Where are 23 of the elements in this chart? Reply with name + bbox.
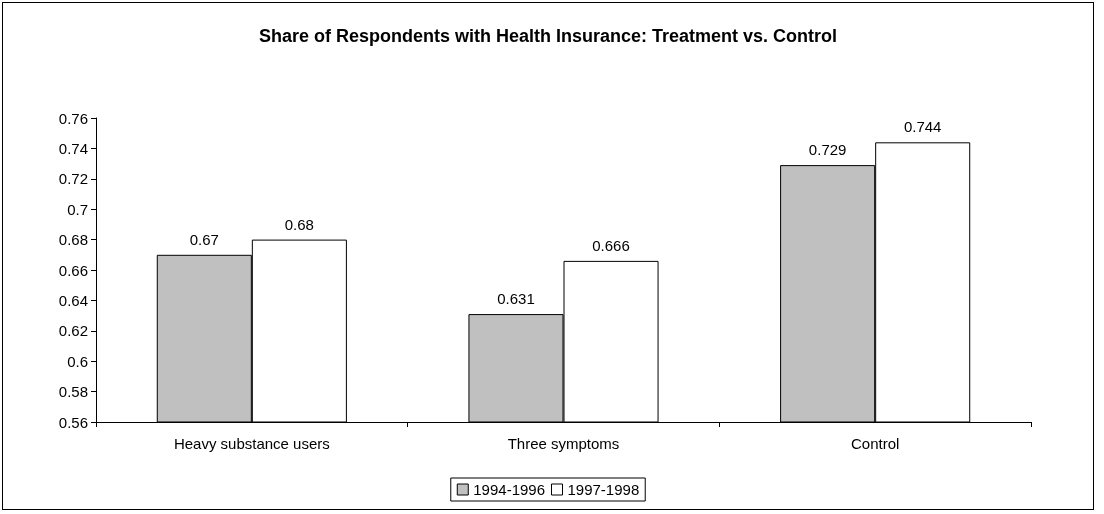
x-tick-label: Heavy substance users <box>173 435 330 452</box>
legend-label: 1997-1998 <box>567 481 640 498</box>
y-tick-label: 0.62 <box>58 322 88 340</box>
y-tick-label: 0.6 <box>67 352 88 370</box>
data-label: 0.631 <box>497 290 535 308</box>
y-tick-label: 0.66 <box>58 261 88 279</box>
y-tick-label: 0.58 <box>58 383 88 401</box>
data-label: 0.744 <box>903 118 942 136</box>
y-tick-label: 0.7 <box>67 200 88 218</box>
x-tick-label: Control <box>850 435 900 452</box>
y-tick-label: 0.72 <box>58 170 88 188</box>
data-label: 0.729 <box>808 141 847 159</box>
legend-label: 1994-1996 <box>473 481 545 498</box>
data-label: 0.67 <box>189 230 219 248</box>
data-label: 0.68 <box>284 215 314 233</box>
data-label: 0.666 <box>592 236 630 254</box>
y-tick-label: 0.68 <box>58 231 88 249</box>
y-tick-label: 0.74 <box>58 139 88 157</box>
x-tick-label: Three symptoms <box>507 435 620 452</box>
chart-title: Share of Respondents with Health Insurance: Treatment vs. Control <box>258 26 838 46</box>
y-tick-label: 0.76 <box>58 109 88 127</box>
y-tick-label: 0.64 <box>58 291 88 309</box>
y-tick-label: 0.56 <box>58 413 88 431</box>
